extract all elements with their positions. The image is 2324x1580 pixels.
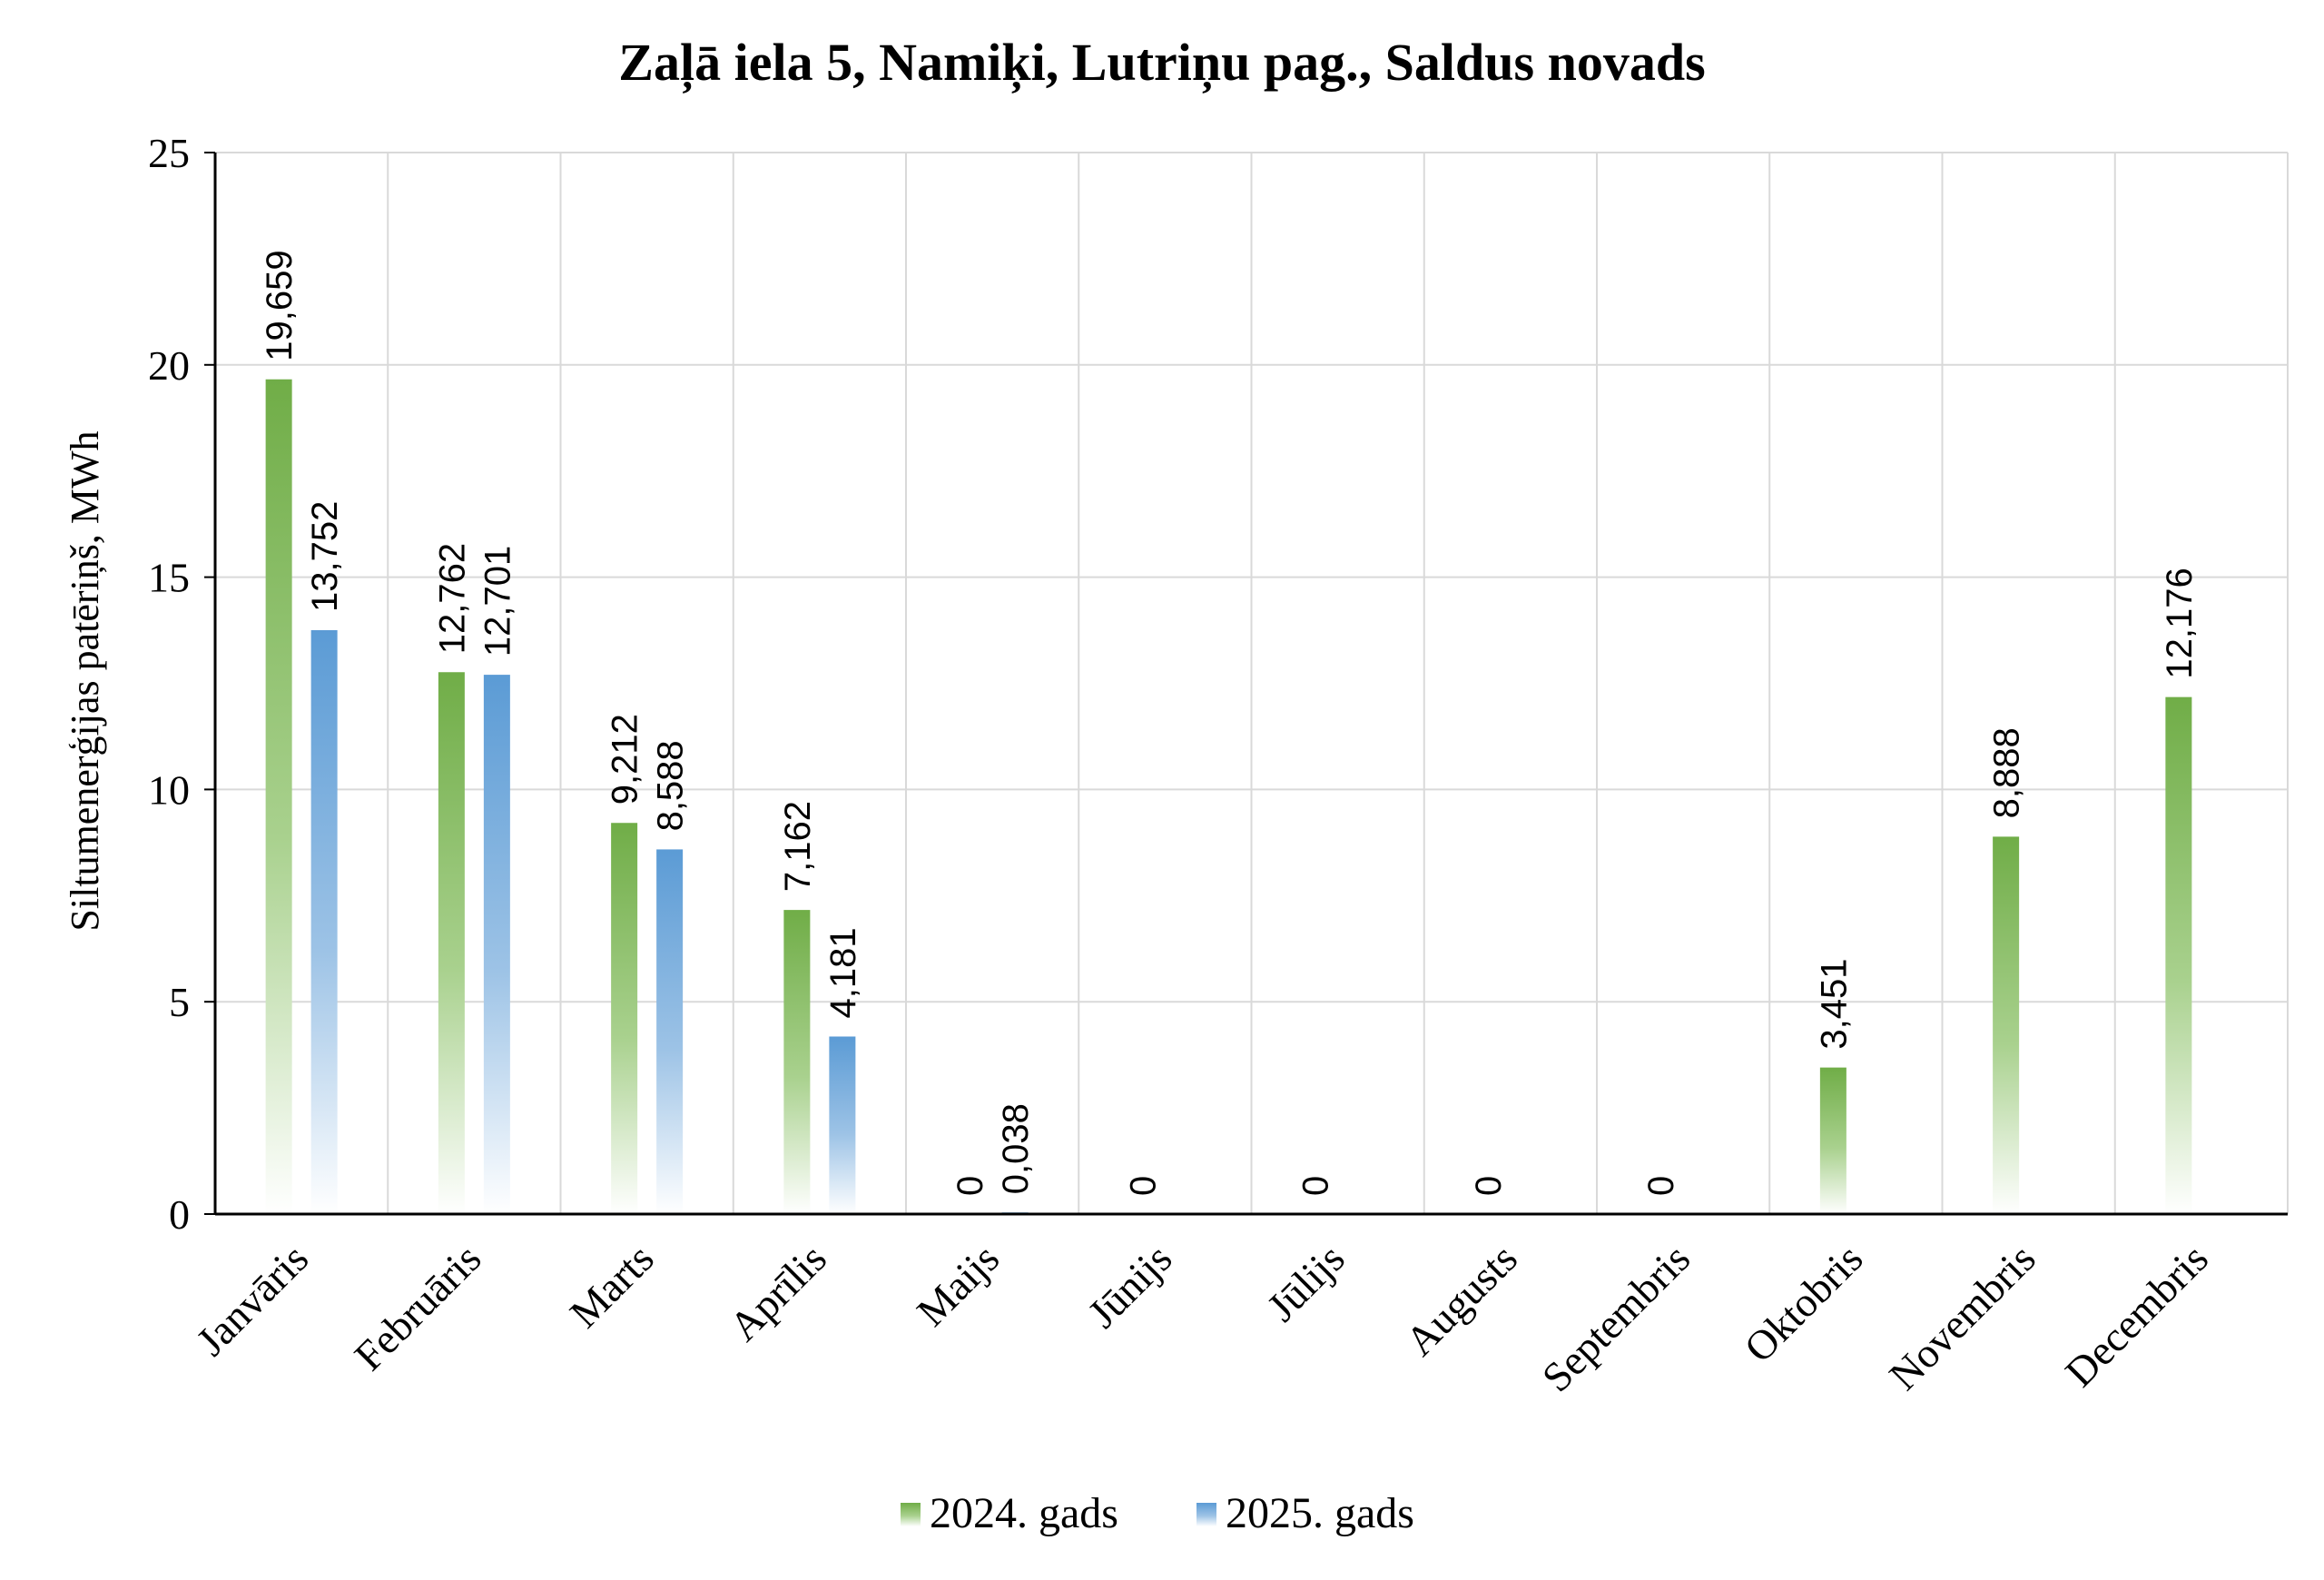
x-tick-label: Septembris — [1533, 1235, 1699, 1400]
x-tick-label: Marts — [561, 1235, 663, 1337]
x-tick-label: Maijs — [908, 1235, 1008, 1335]
x-tick-label: Februāris — [346, 1235, 490, 1379]
data-label: 0,038 — [996, 1103, 1036, 1194]
bar-2024-9 — [1819, 1067, 1846, 1214]
y-tick-label: 5 — [169, 979, 190, 1025]
legend-swatch-0 — [901, 1503, 921, 1526]
bar-2024-3 — [783, 910, 811, 1214]
gridlines — [215, 152, 2289, 1214]
data-label: 0 — [1123, 1176, 1163, 1196]
data-label: 0 — [1296, 1176, 1336, 1196]
bar-2024-1 — [438, 672, 465, 1214]
bar-2025-1 — [483, 675, 510, 1214]
x-tick-label: Augusts — [1396, 1235, 1526, 1365]
x-tick-label: Novembris — [1880, 1235, 2044, 1399]
y-tick-label: 10 — [148, 766, 190, 813]
bar-2024-10 — [1993, 836, 2020, 1214]
data-label: 12,176 — [2160, 568, 2200, 678]
data-label: 0 — [1469, 1176, 1509, 1196]
x-tick-label: Aprīlis — [721, 1235, 835, 1349]
bar-2024-0 — [265, 379, 292, 1215]
data-label: 12,701 — [478, 546, 517, 657]
data-label: 7,162 — [778, 801, 818, 892]
bar-2025-0 — [310, 629, 338, 1214]
legend-label-1: 2025. gads — [1226, 1489, 1414, 1537]
y-tick-label: 20 — [148, 342, 190, 389]
y-axis-label: Siltumenerģijas patēriņš, MWh — [63, 430, 107, 931]
bar-2025-2 — [656, 849, 684, 1214]
x-tick-label: Decembris — [2056, 1235, 2217, 1396]
legend-swatch-1 — [1196, 1503, 1216, 1526]
chart-title: Zaļā iela 5, Namiķi, Lutriņu pag., Saldu… — [618, 33, 1705, 94]
x-tick-label: Jūlijs — [1258, 1235, 1354, 1330]
x-tick-label: Oktobris — [1736, 1235, 1872, 1371]
data-label: 9,212 — [606, 714, 645, 805]
data-label: 4,181 — [823, 927, 863, 1018]
y-tick-label: 0 — [169, 1191, 190, 1238]
data-label: 0 — [950, 1176, 990, 1196]
y-tick-label: 25 — [148, 130, 190, 176]
data-label: 19,659 — [260, 250, 300, 360]
bars — [265, 379, 2192, 1215]
data-labels: 19,659 12,762 9,212 7,162 0 0 0 0 0 3,451 8,888 12,… — [260, 250, 2200, 1196]
bar-2024-11 — [2165, 696, 2192, 1214]
data-label: 3,451 — [1814, 959, 1854, 1050]
x-tick-label: Jūnijs — [1078, 1235, 1180, 1337]
bar-2024-2 — [611, 823, 638, 1214]
data-label: 12,762 — [432, 543, 472, 654]
data-label: 0 — [1641, 1176, 1681, 1196]
bar-2025-3 — [829, 1036, 856, 1214]
x-tick-label: Janvāris — [188, 1235, 318, 1365]
data-label: 8,888 — [1987, 727, 2027, 818]
data-label: 13,752 — [305, 501, 345, 612]
data-label: 8,588 — [651, 740, 691, 831]
y-tick-label: 15 — [148, 555, 190, 601]
axes — [204, 152, 2288, 1216]
legend: 2024. gads 2025. gads — [901, 1489, 1414, 1537]
legend-label-0: 2024. gads — [930, 1489, 1118, 1537]
